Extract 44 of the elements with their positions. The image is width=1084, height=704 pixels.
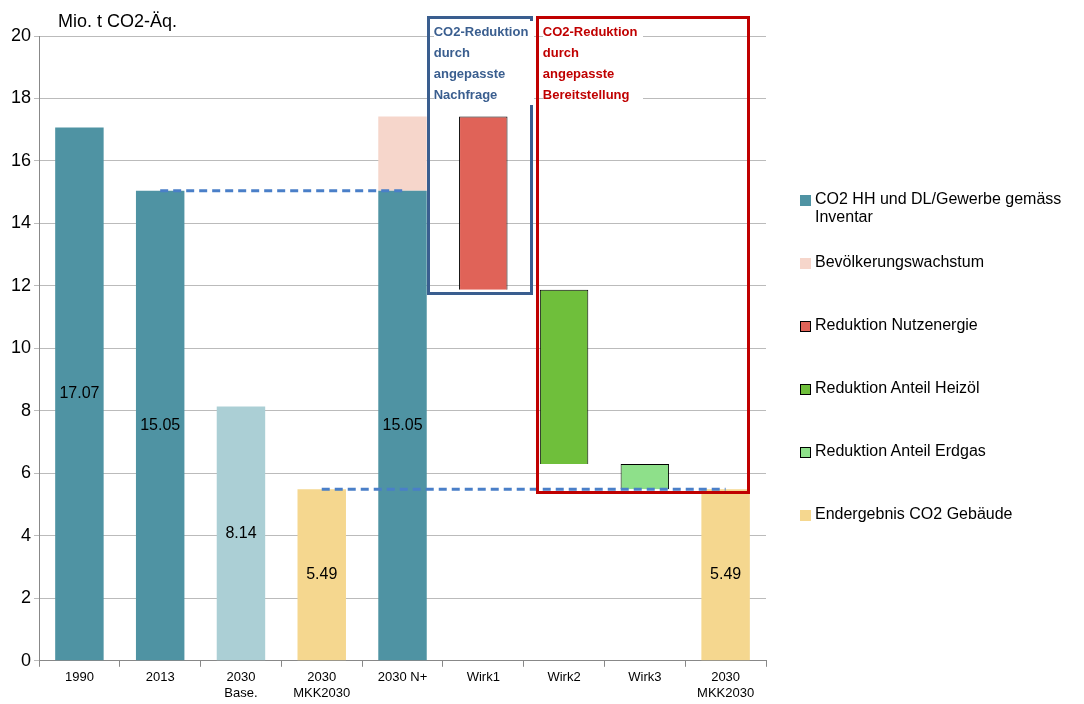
x-tick-label: 2030 Base. bbox=[224, 669, 258, 700]
y-tick-label: 16 bbox=[10, 149, 32, 170]
bar bbox=[378, 116, 427, 191]
y-tick-label: 20 bbox=[10, 24, 32, 45]
annotation: CO2-Reduktion durch angepasste Nachfrage bbox=[433, 21, 534, 105]
y-tick-label: 10 bbox=[10, 337, 32, 358]
legend-label: Reduktion Anteil Heizöl bbox=[815, 379, 980, 397]
y-tick-label: 14 bbox=[10, 212, 32, 233]
annotation: CO2-Reduktion durch angepasste Bereitstellung bbox=[542, 21, 643, 105]
legend-label: Reduktion Anteil Erdgas bbox=[815, 442, 986, 460]
legend-label: Bevölkerungswachstum bbox=[815, 253, 984, 271]
y-tick-label: 8 bbox=[21, 399, 32, 420]
legend-label: CO2 HH und DL/Gewerbe gemäss Inventar bbox=[815, 190, 1063, 226]
x-tick-label: 1990 bbox=[64, 669, 94, 685]
y-tick-label: 6 bbox=[21, 462, 32, 483]
x-tick-label: Wirk2 bbox=[547, 669, 581, 685]
data-label: 15.05 bbox=[140, 415, 181, 433]
y-tick-label: 12 bbox=[10, 274, 32, 295]
y-axis-title: Mio. t CO2-Äq. bbox=[58, 10, 178, 31]
bar bbox=[297, 489, 346, 661]
x-tick-label: 2013 bbox=[145, 669, 175, 685]
bar bbox=[135, 190, 185, 661]
y-tick-label: 2 bbox=[21, 587, 32, 608]
data-label: 5.49 bbox=[306, 565, 338, 583]
frame-box: CO2-Reduktion durch angepasste Bereitstellung bbox=[535, 16, 750, 495]
x-tick-label: 2030 MKK2030 bbox=[293, 669, 351, 700]
bar bbox=[55, 127, 104, 661]
y-tick-label: 0 bbox=[21, 649, 32, 670]
y-tick-label: 18 bbox=[10, 87, 32, 108]
x-tick-label: 2030 N+ bbox=[377, 669, 428, 685]
frame-box: CO2-Reduktion durch angepasste Nachfrage bbox=[426, 16, 534, 295]
data-label: 8.14 bbox=[225, 523, 257, 541]
y-tick-label: 4 bbox=[21, 524, 32, 545]
legend-label: Reduktion Nutzenergie bbox=[815, 316, 978, 334]
x-tick-label: 2030 MKK2030 bbox=[697, 669, 755, 700]
x-tick-label: Wirk3 bbox=[628, 669, 662, 685]
bar bbox=[701, 489, 750, 661]
x-tick-label: Wirk1 bbox=[466, 669, 500, 685]
data-label: 15.05 bbox=[382, 415, 423, 433]
data-label: 17.07 bbox=[59, 384, 100, 402]
bar bbox=[216, 406, 266, 661]
bar bbox=[378, 190, 427, 661]
data-label: 5.49 bbox=[710, 565, 742, 583]
legend-label: Endergebnis CO2 Gebäude bbox=[815, 505, 1013, 523]
